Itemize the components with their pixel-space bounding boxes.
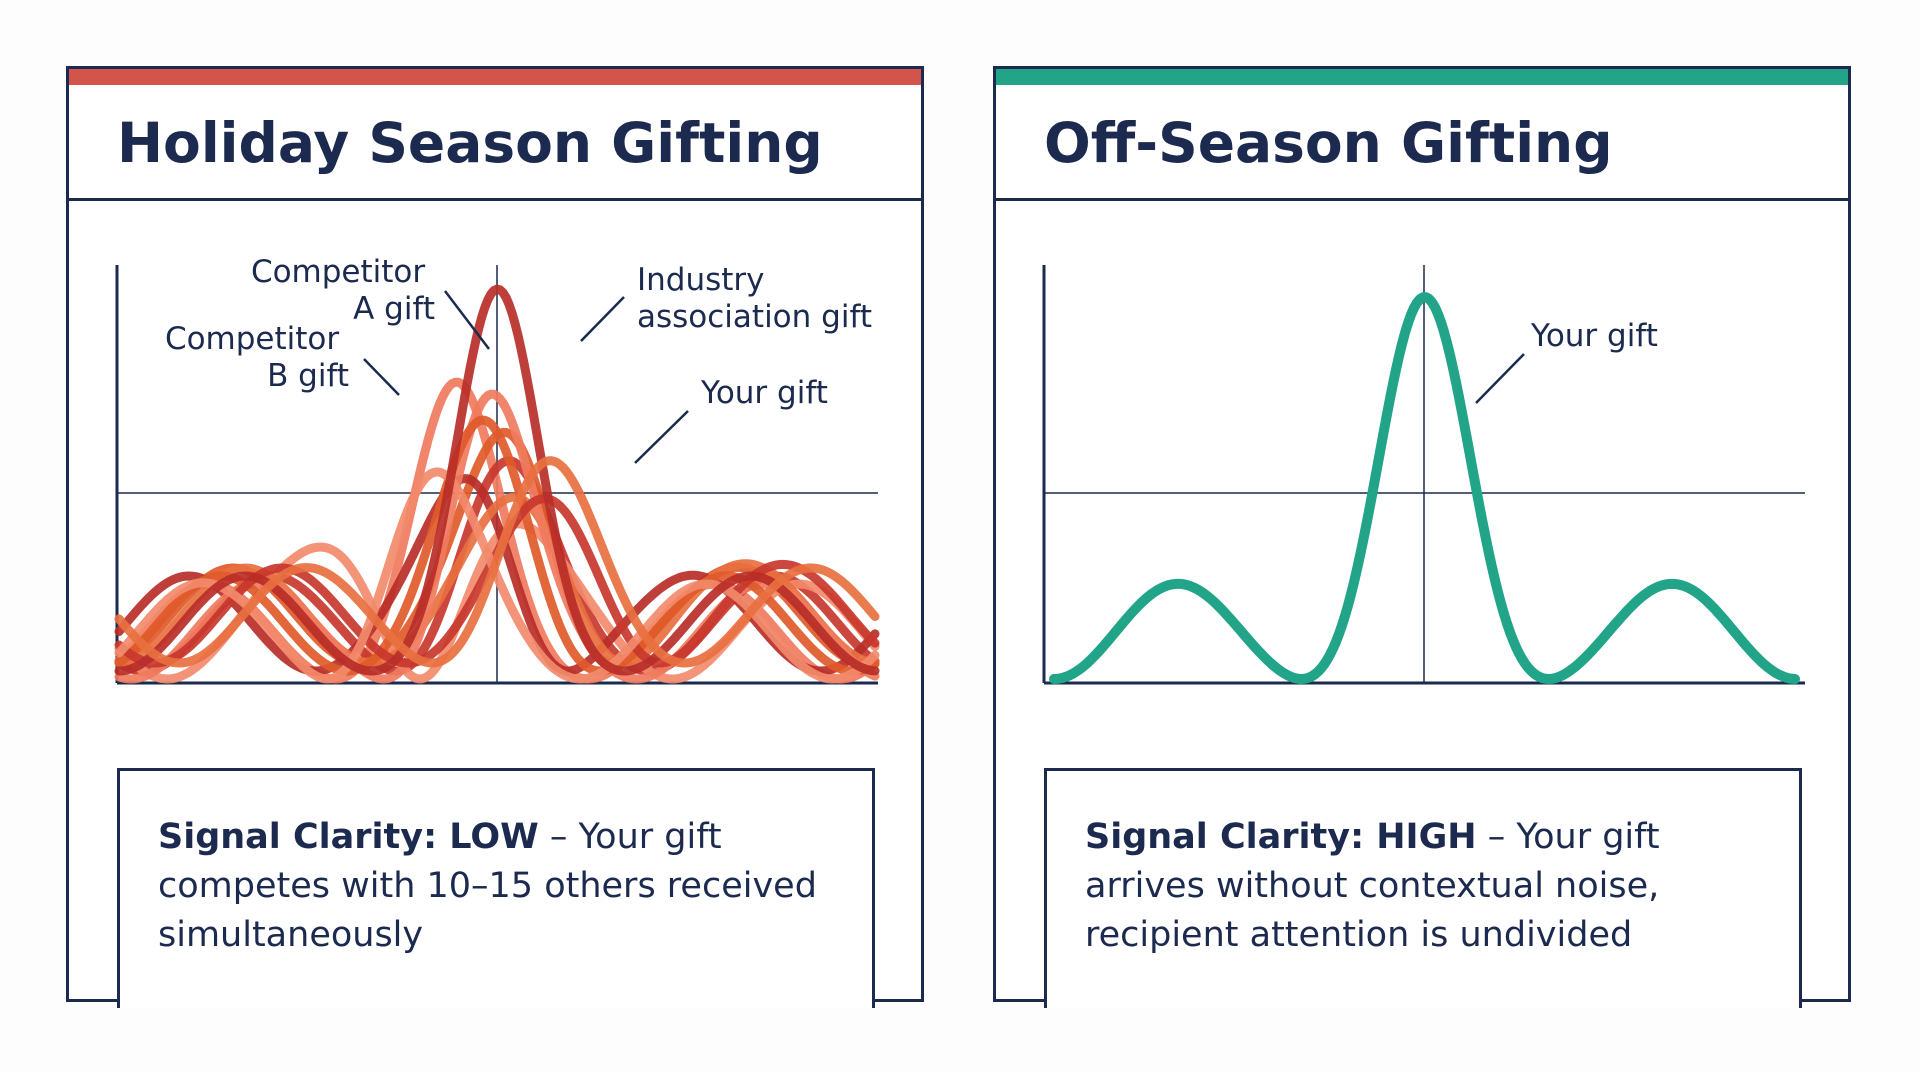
noise-wave (114, 456, 880, 668)
holiday-note-text: Signal Clarity: LOW – Your gift competes… (158, 817, 817, 955)
noise-wave (114, 284, 880, 676)
competitor-b-leader (363, 358, 400, 396)
your-gift-signal-wave (1049, 292, 1800, 684)
holiday-note: Signal Clarity: LOW – Your gift competes… (117, 768, 875, 1008)
competitor-a-label: Competitor A gift (251, 254, 435, 327)
industry-label: Industry association gift (637, 262, 872, 335)
competitor-b-label: Competitor B gift (165, 321, 349, 394)
offseason-title: Off-Season Gifting (1044, 111, 1613, 175)
your-gift-label-offseason: Your gift (1530, 318, 1658, 354)
noise-wave (114, 492, 880, 668)
holiday-header: Holiday Season Gifting (69, 85, 921, 201)
your-gift-label-holiday: Your gift (700, 375, 828, 411)
offseason-note: Signal Clarity: HIGH – Your gift arrives… (1044, 768, 1802, 1008)
offseason-signal-diagram: Your gift (1042, 265, 1805, 685)
holiday-title: Holiday Season Gifting (117, 111, 823, 175)
holiday-panel: Holiday Season Gifting Competitor A gift… (66, 66, 924, 1008)
offseason-panel: Off-Season Gifting Your gift Signal Clar… (993, 66, 1851, 1008)
industry-leader (580, 296, 625, 342)
competitor-a-leader (444, 290, 490, 350)
your-gift-leader-offseason (1475, 353, 1525, 404)
holiday-accent-bar (69, 69, 921, 85)
offseason-header: Off-Season Gifting (996, 85, 1848, 201)
offseason-accent-bar (996, 69, 1848, 85)
offseason-note-text: Signal Clarity: HIGH – Your gift arrives… (1085, 817, 1660, 955)
holiday-noise-waves (114, 284, 880, 684)
holiday-signal-diagram: Competitor A gift Competitor B gift Indu… (114, 254, 880, 685)
your-gift-leader-holiday (634, 410, 689, 464)
